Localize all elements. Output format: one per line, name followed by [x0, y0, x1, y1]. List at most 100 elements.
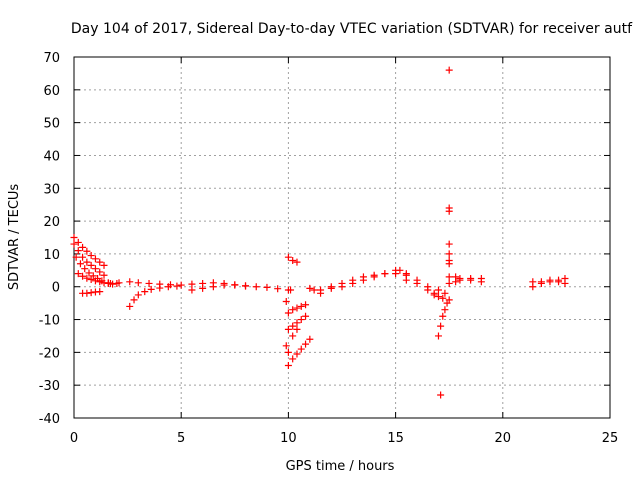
- x-tick-label: 15: [387, 431, 404, 446]
- data-point: [188, 286, 196, 294]
- data-point: [424, 286, 432, 294]
- data-point: [402, 276, 410, 284]
- data-point: [126, 278, 134, 286]
- data-point: [289, 322, 297, 330]
- data-point: [147, 285, 155, 293]
- data-point: [297, 316, 305, 324]
- data-point: [282, 342, 290, 350]
- data-point: [293, 319, 301, 327]
- data-point: [413, 279, 421, 287]
- data-point: [252, 283, 260, 291]
- data-point: [79, 272, 87, 280]
- data-point: [445, 250, 453, 258]
- data-point: [287, 286, 295, 294]
- data-point: [79, 253, 87, 261]
- y-tick-label: 60: [43, 84, 60, 99]
- data-point: [439, 312, 447, 320]
- data-point: [370, 273, 378, 281]
- data-point: [467, 276, 475, 284]
- data-point: [289, 355, 297, 363]
- data-point: [220, 281, 228, 289]
- data-point: [83, 258, 91, 266]
- x-tick-label: 25: [602, 431, 619, 446]
- data-point: [289, 256, 297, 264]
- data-point: [83, 247, 91, 255]
- data-point: [349, 279, 357, 287]
- data-point: [126, 302, 134, 310]
- y-tick-label: 70: [43, 51, 60, 66]
- data-point: [434, 286, 442, 294]
- data-point: [284, 253, 292, 261]
- data-point: [74, 270, 82, 278]
- data-point: [537, 278, 545, 286]
- data-point: [297, 302, 305, 310]
- data-point: [145, 279, 153, 287]
- x-tick-label: 10: [280, 431, 297, 446]
- y-tick-label: -40: [39, 412, 60, 427]
- data-point: [83, 289, 91, 297]
- data-point: [445, 66, 453, 74]
- data-point: [87, 261, 95, 269]
- data-point: [87, 276, 95, 284]
- data-point: [106, 279, 114, 287]
- data-point: [134, 291, 142, 299]
- data-point: [74, 247, 82, 255]
- data-point: [166, 281, 174, 289]
- data-point: [177, 281, 185, 289]
- data-point: [359, 276, 367, 284]
- data-point: [156, 280, 164, 288]
- data-point: [91, 255, 99, 263]
- data-point: [441, 289, 449, 297]
- data-point: [381, 270, 389, 278]
- data-point: [100, 271, 108, 279]
- data-point: [437, 322, 445, 330]
- data-point: [445, 207, 453, 215]
- data-point: [91, 277, 99, 285]
- data-point: [96, 288, 104, 296]
- data-point: [231, 281, 239, 289]
- y-tick-label: -30: [39, 379, 60, 394]
- data-point: [89, 272, 97, 280]
- data-point: [263, 283, 271, 291]
- data-point: [83, 274, 91, 282]
- data-point: [443, 299, 451, 307]
- data-point: [96, 278, 104, 286]
- data-point: [96, 268, 104, 276]
- data-points: [70, 66, 569, 399]
- data-point: [302, 312, 310, 320]
- data-point: [284, 309, 292, 317]
- data-point: [302, 301, 310, 309]
- data-point: [289, 332, 297, 340]
- data-point: [76, 260, 84, 268]
- data-point: [289, 306, 297, 314]
- data-point: [402, 270, 410, 278]
- data-point: [70, 234, 78, 241]
- data-point: [445, 279, 453, 287]
- x-tick-label: 20: [495, 431, 512, 446]
- data-point: [284, 348, 292, 356]
- data-point: [72, 253, 80, 261]
- y-tick-label: -20: [39, 346, 60, 361]
- data-point: [434, 293, 442, 301]
- data-point: [396, 266, 404, 274]
- data-point: [302, 340, 310, 348]
- data-point: [293, 325, 301, 333]
- y-tick-label: 40: [43, 149, 60, 164]
- data-point: [306, 335, 314, 343]
- y-tick-label: 10: [43, 248, 60, 263]
- plot-frame: [73, 56, 611, 419]
- data-point: [546, 276, 554, 284]
- data-point: [293, 350, 301, 358]
- data-point: [445, 260, 453, 268]
- y-tick-label: 0: [52, 281, 60, 296]
- data-point: [445, 273, 453, 281]
- data-point: [430, 291, 438, 299]
- data-point: [434, 332, 442, 340]
- data-point: [209, 283, 217, 291]
- data-point: [439, 294, 447, 302]
- data-point: [437, 391, 445, 399]
- data-point: [85, 269, 93, 277]
- chart-title: Day 104 of 2017, Sidereal Day-to-day VTE…: [71, 21, 633, 37]
- x-tick-label: 0: [70, 431, 78, 446]
- data-point: [100, 261, 108, 269]
